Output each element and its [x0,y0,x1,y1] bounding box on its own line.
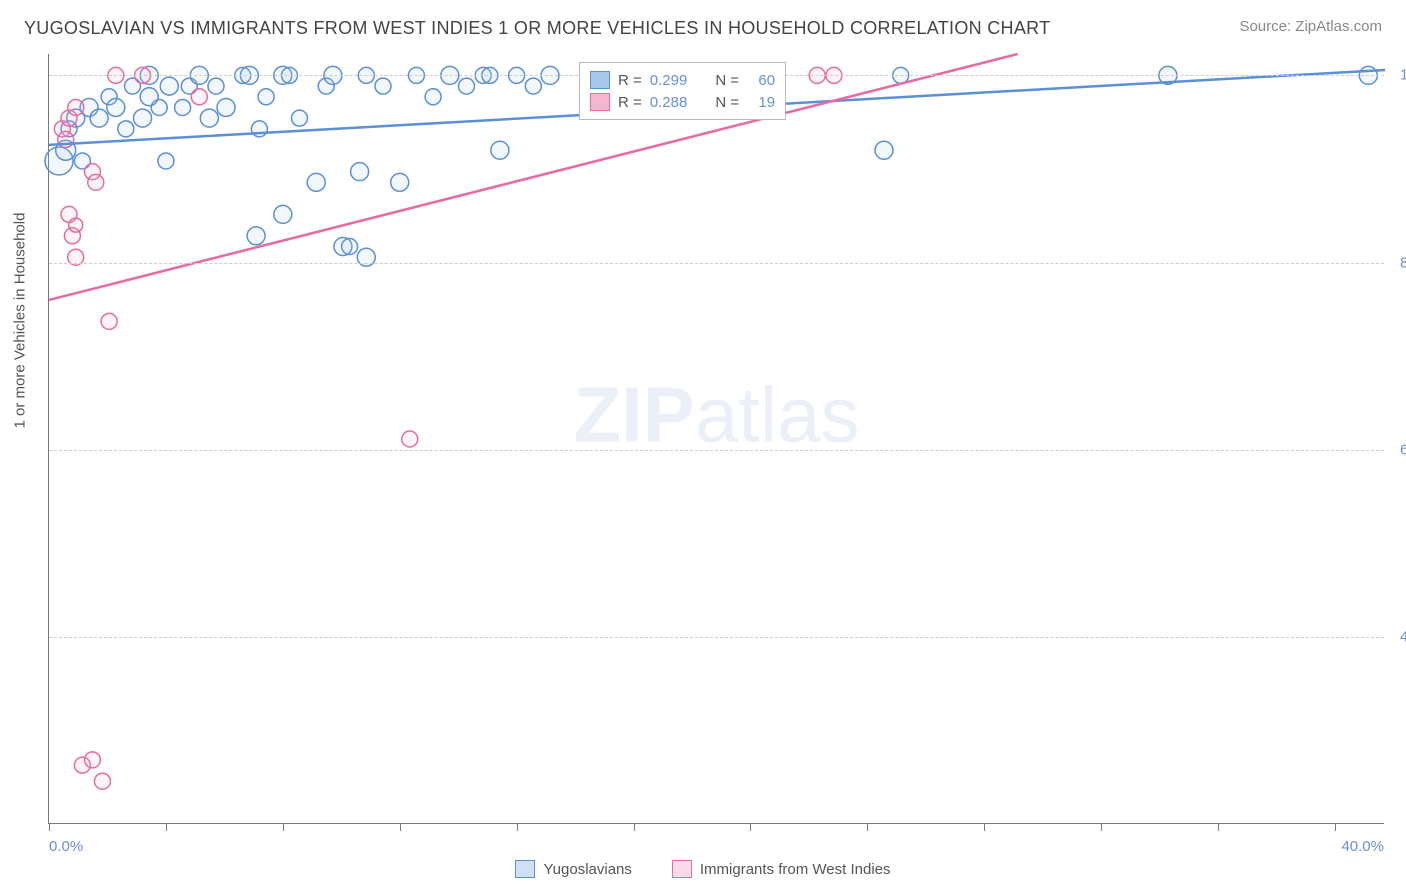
data-point [208,78,224,94]
x-tick-mark [517,823,518,831]
gridline [49,637,1384,638]
n-value: 19 [747,94,775,111]
source-credit: Source: ZipAtlas.com [1239,18,1382,35]
legend-item: Immigrants from West Indies [672,860,891,878]
data-point [160,77,178,95]
data-point [90,109,108,127]
y-tick-label: 47.5% [1390,628,1406,645]
x-tick-mark [283,823,284,831]
series-legend: Yugoslavians Immigrants from West Indies [0,860,1406,878]
data-point [342,239,358,255]
data-point [292,110,308,126]
n-label: N = [715,72,739,89]
data-point [84,752,100,768]
x-tick-mark [1335,823,1336,831]
stats-legend-row: R = 0.288 N = 19 [590,91,775,113]
chart-title: YUGOSLAVIAN VS IMMIGRANTS FROM WEST INDI… [24,18,1050,39]
data-point [69,218,83,232]
data-point [258,89,274,105]
data-point [491,141,509,159]
data-point [175,99,191,115]
legend-swatch [672,860,692,878]
data-point [140,88,158,106]
y-axis-title: 1 or more Vehicles in Household [12,213,29,429]
data-point [391,173,409,191]
x-tick-mark [750,823,751,831]
data-point [459,78,475,94]
y-tick-label: 100.0% [1390,67,1406,84]
gridline [49,263,1384,264]
gridline [49,450,1384,451]
data-point [191,89,207,105]
n-value: 60 [747,72,775,89]
stats-legend-row: R = 0.299 N = 60 [590,69,775,91]
x-tick-mark [1218,823,1219,831]
x-tick-mark [166,823,167,831]
x-axis-max-label: 40.0% [1341,838,1384,855]
legend-item: Yugoslavians [515,860,631,878]
x-tick-mark [1101,823,1102,831]
x-tick-mark [49,823,50,831]
data-point [217,98,235,116]
data-point [134,109,152,127]
data-point [101,313,117,329]
data-point [375,78,391,94]
data-point [307,173,325,191]
data-point [88,174,104,190]
data-point [118,121,134,137]
r-label: R = [618,72,642,89]
scatter-svg [49,54,1384,823]
data-point [402,431,418,447]
legend-label: Yugoslavians [543,861,631,878]
r-label: R = [618,94,642,111]
legend-swatch [590,71,610,89]
data-point [274,205,292,223]
x-tick-mark [867,823,868,831]
x-tick-mark [400,823,401,831]
legend-swatch [515,860,535,878]
chart-plot-area: ZIPatlas 0.0% 40.0% R =0.299N =60R =0.28… [48,54,1384,824]
data-point [247,227,265,245]
r-value: 0.299 [650,72,688,89]
data-point [875,141,893,159]
y-tick-label: 82.5% [1390,254,1406,271]
data-point [68,99,84,115]
data-point [158,153,174,169]
x-tick-mark [984,823,985,831]
data-point [351,163,369,181]
x-tick-mark [634,823,635,831]
legend-label: Immigrants from West Indies [700,861,891,878]
data-point [425,89,441,105]
data-point [94,773,110,789]
y-tick-label: 65.0% [1390,441,1406,458]
legend-swatch [590,93,610,111]
data-point [107,98,125,116]
correlation-stats-legend: R = 0.299 N = 60 R = 0.288 N = 19 [579,62,786,120]
data-point [525,78,541,94]
x-axis-min-label: 0.0% [49,838,83,855]
data-point [200,109,218,127]
n-label: N = [715,94,739,111]
r-value: 0.288 [650,94,688,111]
